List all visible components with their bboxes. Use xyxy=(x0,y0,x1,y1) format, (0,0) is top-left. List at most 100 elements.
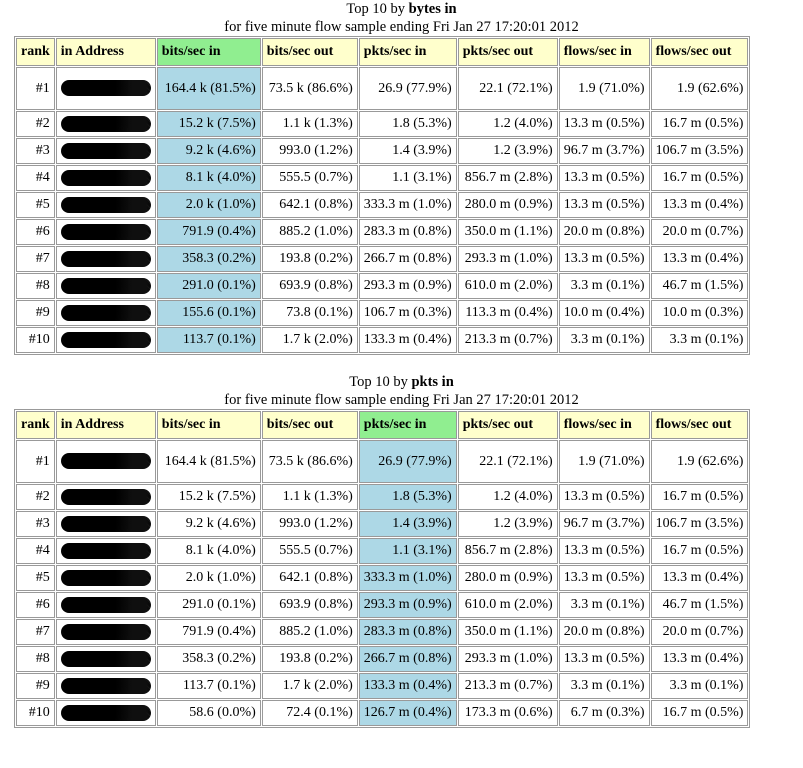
cell-bits-sec-out: 73.5 k (86.6%) xyxy=(261,67,358,110)
cell-pkts-sec-out: 173.3 m (0.6%) xyxy=(457,700,558,726)
cell-bits-sec-in: 8.1 k (4.0%) xyxy=(156,538,261,564)
cell-bits-sec-out: 693.9 (0.8%) xyxy=(261,273,358,299)
cell-flows-sec-in: 20.0 m (0.8%) xyxy=(558,619,650,645)
redacted-address xyxy=(60,80,151,97)
cell-flows-sec-out: 16.7 m (0.5%) xyxy=(650,165,749,191)
table-row: #8 358.3 (0.2%) 193.8 (0.2%) 266.7 m (0.8%)… xyxy=(16,646,749,672)
cell-pkts-sec-in: 333.3 m (1.0%) xyxy=(358,565,457,591)
cell-rank: #10 xyxy=(16,327,55,353)
redacted-address xyxy=(60,704,151,721)
cell-in-address xyxy=(55,219,156,245)
cell-flows-sec-out: 13.3 m (0.4%) xyxy=(650,646,749,672)
cell-pkts-sec-out: 213.3 m (0.7%) xyxy=(457,327,558,353)
cell-bits-sec-in: 791.9 (0.4%) xyxy=(156,619,261,645)
cell-bits-sec-in: 8.1 k (4.0%) xyxy=(156,165,261,191)
cell-pkts-sec-out: 856.7 m (2.8%) xyxy=(457,538,558,564)
cell-flows-sec-in: 13.3 m (0.5%) xyxy=(558,484,650,510)
cell-bits-sec-out: 193.8 (0.2%) xyxy=(261,646,358,672)
cell-pkts-sec-out: 350.0 m (1.1%) xyxy=(457,619,558,645)
cell-pkts-sec-out: 293.3 m (1.0%) xyxy=(457,246,558,272)
cell-bits-sec-in: 358.3 (0.2%) xyxy=(156,246,261,272)
column-header-rank: rank xyxy=(16,38,55,66)
cell-flows-sec-out: 3.3 m (0.1%) xyxy=(650,673,749,699)
cell-in-address xyxy=(55,300,156,326)
cell-flows-sec-in: 13.3 m (0.5%) xyxy=(558,646,650,672)
cell-in-address xyxy=(55,484,156,510)
cell-rank: #1 xyxy=(16,67,55,110)
cell-bits-sec-in: 358.3 (0.2%) xyxy=(156,646,261,672)
cell-flows-sec-out: 46.7 m (1.5%) xyxy=(650,273,749,299)
cell-pkts-sec-out: 113.3 m (0.4%) xyxy=(457,300,558,326)
cell-bits-sec-in: 113.7 (0.1%) xyxy=(156,673,261,699)
cell-pkts-sec-out: 22.1 (72.1%) xyxy=(457,440,558,483)
table-row: #5 2.0 k (1.0%) 642.1 (0.8%) 333.3 m (1.0%)… xyxy=(16,565,749,591)
cell-flows-sec-in: 3.3 m (0.1%) xyxy=(558,273,650,299)
cell-pkts-sec-out: 610.0 m (2.0%) xyxy=(457,273,558,299)
cell-flows-sec-in: 3.3 m (0.1%) xyxy=(558,592,650,618)
table-row: #6 291.0 (0.1%) 693.9 (0.8%) 293.3 m (0.9%)… xyxy=(16,592,749,618)
cell-pkts-sec-in: 1.8 (5.3%) xyxy=(358,111,457,137)
cell-in-address xyxy=(55,138,156,164)
cell-pkts-sec-out: 293.3 m (1.0%) xyxy=(457,646,558,672)
cell-pkts-sec-in: 293.3 m (0.9%) xyxy=(358,273,457,299)
table-row: #9 113.7 (0.1%) 1.7 k (2.0%) 133.3 m (0.4%)… xyxy=(16,673,749,699)
cell-rank: #2 xyxy=(16,484,55,510)
cell-bits-sec-in: 291.0 (0.1%) xyxy=(156,273,261,299)
redacted-address xyxy=(60,542,151,559)
cell-in-address xyxy=(55,111,156,137)
cell-rank: #8 xyxy=(16,273,55,299)
cell-bits-sec-out: 885.2 (1.0%) xyxy=(261,619,358,645)
cell-rank: #7 xyxy=(16,619,55,645)
cell-bits-sec-in: 9.2 k (4.6%) xyxy=(156,138,261,164)
table-row: #5 2.0 k (1.0%) 642.1 (0.8%) 333.3 m (1.0%)… xyxy=(16,192,749,218)
cell-pkts-sec-out: 213.3 m (0.7%) xyxy=(457,673,558,699)
column-header-in-address: in Address xyxy=(55,411,156,439)
cell-flows-sec-in: 3.3 m (0.1%) xyxy=(558,327,650,353)
cell-rank: #5 xyxy=(16,192,55,218)
redacted-address xyxy=(60,650,151,667)
cell-rank: #2 xyxy=(16,111,55,137)
redacted-address xyxy=(60,250,151,267)
cell-bits-sec-out: 72.4 (0.1%) xyxy=(261,700,358,726)
column-header-bits-sec-out: bits/sec out xyxy=(261,411,358,439)
cell-pkts-sec-in: 1.4 (3.9%) xyxy=(358,511,457,537)
cell-rank: #3 xyxy=(16,511,55,537)
cell-pkts-sec-in: 333.3 m (1.0%) xyxy=(358,192,457,218)
redacted-address xyxy=(60,596,151,613)
table-row: #1 164.4 k (81.5%) 73.5 k (86.6%) 26.9 (77.… xyxy=(16,67,749,110)
table-title: Top 10 by pkts in xyxy=(0,373,803,391)
cell-pkts-sec-in: 266.7 m (0.8%) xyxy=(358,246,457,272)
cell-flows-sec-out: 16.7 m (0.5%) xyxy=(650,700,749,726)
cell-bits-sec-out: 1.7 k (2.0%) xyxy=(261,327,358,353)
cell-pkts-sec-in: 283.3 m (0.8%) xyxy=(358,619,457,645)
cell-pkts-sec-out: 1.2 (3.9%) xyxy=(457,511,558,537)
table-row: #7 358.3 (0.2%) 193.8 (0.2%) 266.7 m (0.8%)… xyxy=(16,246,749,272)
table-row: #6 791.9 (0.4%) 885.2 (1.0%) 283.3 m (0.8%)… xyxy=(16,219,749,245)
cell-bits-sec-in: 164.4 k (81.5%) xyxy=(156,67,261,110)
cell-flows-sec-out: 13.3 m (0.4%) xyxy=(650,565,749,591)
cell-pkts-sec-in: 283.3 m (0.8%) xyxy=(358,219,457,245)
cell-bits-sec-in: 155.6 (0.1%) xyxy=(156,300,261,326)
cell-bits-sec-in: 15.2 k (7.5%) xyxy=(156,484,261,510)
redacted-address xyxy=(60,488,151,505)
cell-flows-sec-out: 106.7 m (3.5%) xyxy=(650,511,749,537)
cell-pkts-sec-in: 1.8 (5.3%) xyxy=(358,484,457,510)
cell-flows-sec-out: 20.0 m (0.7%) xyxy=(650,619,749,645)
column-header-flows-sec-in: flows/sec in xyxy=(558,411,650,439)
cell-pkts-sec-out: 22.1 (72.1%) xyxy=(457,67,558,110)
cell-flows-sec-out: 1.9 (62.6%) xyxy=(650,440,749,483)
cell-in-address xyxy=(55,619,156,645)
table-row: #8 291.0 (0.1%) 693.9 (0.8%) 293.3 m (0.9%)… xyxy=(16,273,749,299)
cell-rank: #9 xyxy=(16,300,55,326)
cell-in-address xyxy=(55,700,156,726)
column-header-rank: rank xyxy=(16,411,55,439)
cell-bits-sec-out: 1.1 k (1.3%) xyxy=(261,111,358,137)
redacted-address xyxy=(60,223,151,240)
cell-bits-sec-out: 1.7 k (2.0%) xyxy=(261,673,358,699)
cell-flows-sec-in: 13.3 m (0.5%) xyxy=(558,565,650,591)
table-row: #9 155.6 (0.1%) 73.8 (0.1%) 106.7 m (0.3%) 1… xyxy=(16,300,749,326)
cell-pkts-sec-in: 1.4 (3.9%) xyxy=(358,138,457,164)
cell-bits-sec-in: 2.0 k (1.0%) xyxy=(156,192,261,218)
title-prefix: Top 10 by xyxy=(349,374,412,390)
cell-rank: #8 xyxy=(16,646,55,672)
